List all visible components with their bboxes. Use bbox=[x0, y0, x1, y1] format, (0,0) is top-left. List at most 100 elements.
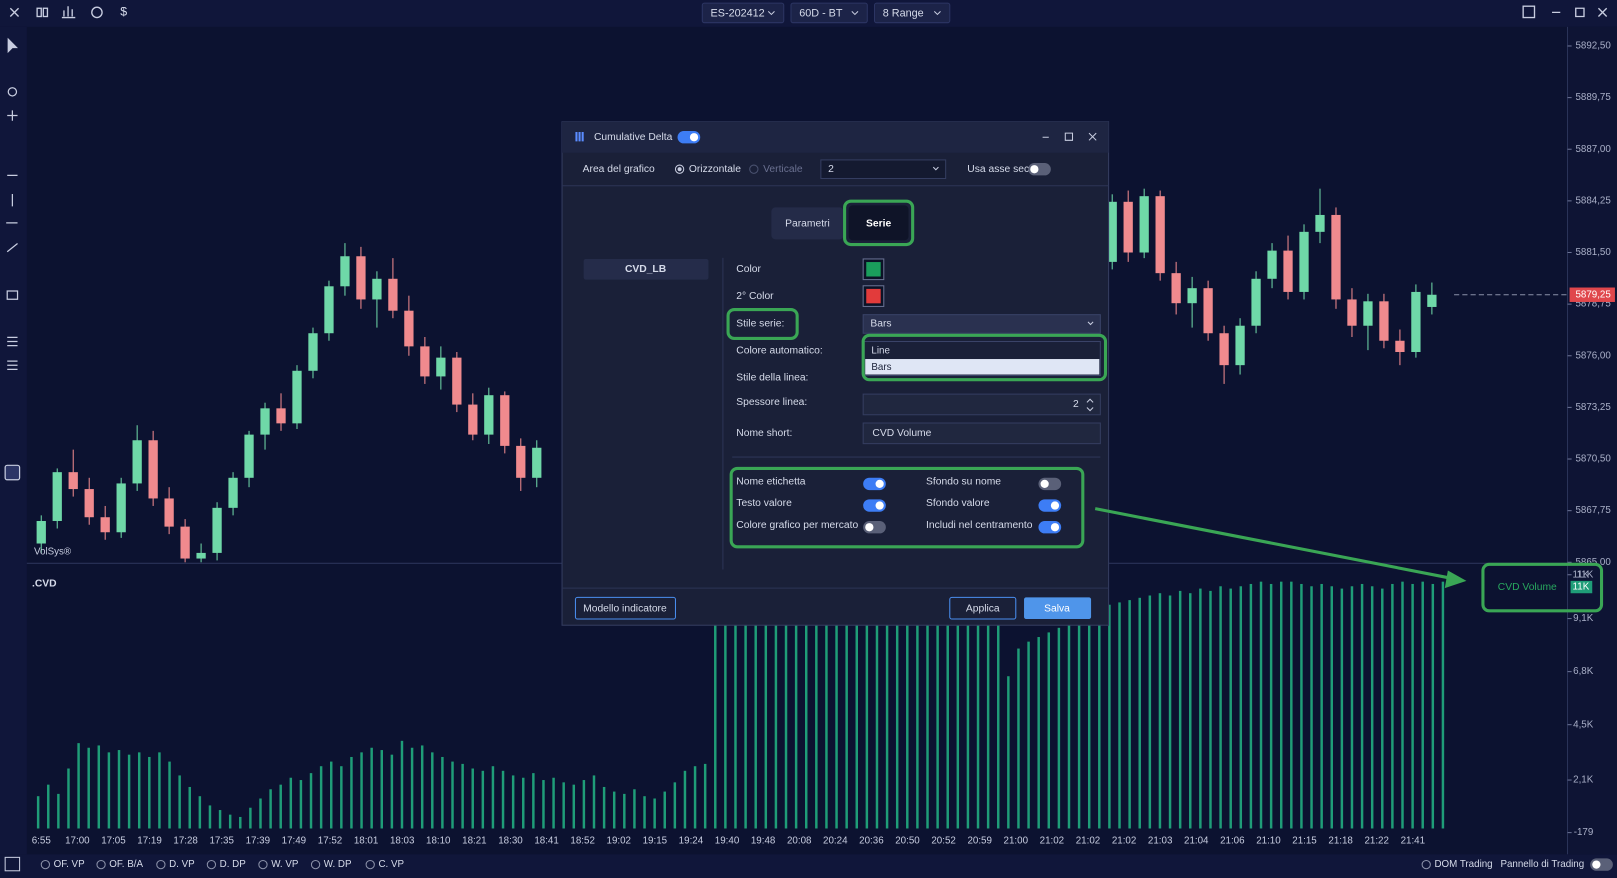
tool[interactable] bbox=[7, 87, 18, 97]
button-primary[interactable] bbox=[1024, 597, 1092, 620]
arrow-line bbox=[1094, 507, 1455, 581]
x-tick-label: 19:15 bbox=[643, 835, 668, 846]
radio[interactable] bbox=[1421, 859, 1431, 870]
radio[interactable] bbox=[40, 859, 51, 870]
candle-body bbox=[1379, 301, 1389, 341]
toggle-label: Testo valore bbox=[736, 498, 792, 509]
tool[interactable] bbox=[6, 110, 19, 370]
close-icon[interactable] bbox=[9, 7, 20, 17]
button-label[interactable]: Modello indicatore bbox=[583, 603, 667, 614]
cvd-bar bbox=[754, 595, 757, 829]
button-label[interactable]: Applica bbox=[966, 603, 1000, 614]
radio[interactable] bbox=[258, 859, 268, 870]
candle-body bbox=[100, 517, 110, 533]
radio[interactable] bbox=[206, 859, 217, 870]
select-value: Bars bbox=[870, 319, 891, 330]
cvd-bar bbox=[330, 761, 333, 829]
dropdown[interactable] bbox=[873, 2, 951, 24]
tab-label[interactable]: Serie bbox=[866, 219, 891, 230]
x-tick-label: 6:55 bbox=[32, 835, 52, 846]
button[interactable] bbox=[574, 596, 676, 620]
candle-body bbox=[1427, 294, 1437, 307]
spinner[interactable] bbox=[1086, 398, 1094, 412]
button[interactable] bbox=[949, 596, 1017, 620]
toggle-knob bbox=[1050, 501, 1060, 510]
cvd-bar bbox=[350, 756, 353, 829]
select[interactable] bbox=[862, 314, 1101, 334]
icon[interactable] bbox=[91, 6, 103, 19]
cvd-bar bbox=[491, 766, 495, 829]
current-price-label: 5879,25 bbox=[1575, 289, 1611, 300]
cvd-bar bbox=[1340, 588, 1344, 829]
bottom-label[interactable]: Pannello di Trading bbox=[1500, 859, 1584, 870]
radio[interactable] bbox=[365, 859, 375, 870]
highlight-box bbox=[861, 333, 1108, 382]
study-label[interactable]: OF. VP bbox=[54, 859, 85, 870]
study-label[interactable]: OF. B/A bbox=[109, 859, 143, 870]
button-label[interactable]: Salva bbox=[1044, 603, 1070, 614]
option-selected[interactable] bbox=[865, 359, 1100, 375]
x-tick-label: 21:02 bbox=[1112, 835, 1136, 846]
field-label: Nome short: bbox=[736, 428, 792, 439]
x-tick-label: 20:50 bbox=[895, 835, 920, 846]
dropdown-option[interactable]: Bars bbox=[871, 362, 891, 373]
chart: 5892,50 5889,75 5887,00 5884,25 5881,50 5878,… bbox=[32, 41, 1615, 846]
radio[interactable] bbox=[156, 859, 166, 870]
tool[interactable] bbox=[7, 37, 18, 54]
cvd-bar bbox=[623, 793, 626, 829]
radio[interactable] bbox=[310, 859, 321, 870]
icon[interactable] bbox=[1522, 5, 1536, 19]
cvd-bar bbox=[1431, 583, 1435, 829]
icon[interactable] bbox=[61, 6, 76, 19]
radio-on[interactable] bbox=[674, 164, 685, 174]
icon[interactable] bbox=[36, 7, 42, 18]
list-item[interactable] bbox=[583, 258, 709, 280]
dollar-icon[interactable]: $ bbox=[120, 5, 127, 19]
cvd-bar bbox=[471, 768, 474, 829]
cvd-bar bbox=[380, 750, 384, 829]
candle-body bbox=[1235, 325, 1245, 366]
candle-body bbox=[436, 357, 446, 377]
x-tick-label: 17:05 bbox=[101, 835, 126, 846]
x-tick-label: 18:03 bbox=[390, 835, 415, 846]
left-tools bbox=[4, 37, 21, 481]
study-label[interactable]: D. DP bbox=[220, 859, 247, 870]
radio-off[interactable] bbox=[749, 164, 759, 174]
cvd-bar bbox=[714, 602, 717, 829]
tab[interactable] bbox=[771, 207, 844, 240]
cvd-bar bbox=[208, 805, 212, 829]
input[interactable] bbox=[862, 422, 1101, 445]
tab-active[interactable] bbox=[848, 205, 909, 241]
tab-label[interactable]: Parametri bbox=[785, 219, 830, 230]
toggle-knob bbox=[875, 501, 884, 510]
tool-active[interactable] bbox=[4, 464, 21, 481]
dropdown[interactable] bbox=[790, 2, 868, 24]
window-buttons[interactable] bbox=[1042, 132, 1097, 141]
study-label[interactable]: W. VP bbox=[271, 859, 299, 870]
cvd-bar bbox=[461, 763, 464, 829]
dropdown-option[interactable]: Line bbox=[871, 345, 889, 356]
cvd-bar bbox=[1057, 627, 1061, 829]
y-tick-label: 5878,75 bbox=[1575, 299, 1611, 310]
window-controls[interactable] bbox=[1552, 7, 1608, 18]
study-label[interactable]: W. DP bbox=[324, 859, 352, 870]
value-box bbox=[1570, 580, 1593, 594]
candle-body bbox=[1123, 201, 1133, 253]
candle-body bbox=[116, 483, 126, 533]
select[interactable] bbox=[820, 159, 947, 180]
bottom-label[interactable]: DOM Trading bbox=[1434, 859, 1492, 870]
cvd-bar bbox=[774, 593, 778, 829]
icon[interactable] bbox=[42, 7, 49, 18]
cvd-bar bbox=[1027, 641, 1030, 829]
panel-icon[interactable] bbox=[4, 856, 21, 872]
study-label[interactable]: D. VP bbox=[169, 859, 195, 870]
input[interactable] bbox=[862, 393, 1101, 416]
cvd-bar bbox=[572, 784, 576, 829]
radio[interactable] bbox=[96, 859, 106, 870]
dropdown[interactable] bbox=[701, 2, 785, 24]
y-tick-label: 5887,00 bbox=[1575, 144, 1611, 155]
cvd-bar bbox=[451, 761, 454, 829]
study-label[interactable]: C. VP bbox=[378, 859, 404, 870]
cvd-bar bbox=[239, 816, 242, 829]
